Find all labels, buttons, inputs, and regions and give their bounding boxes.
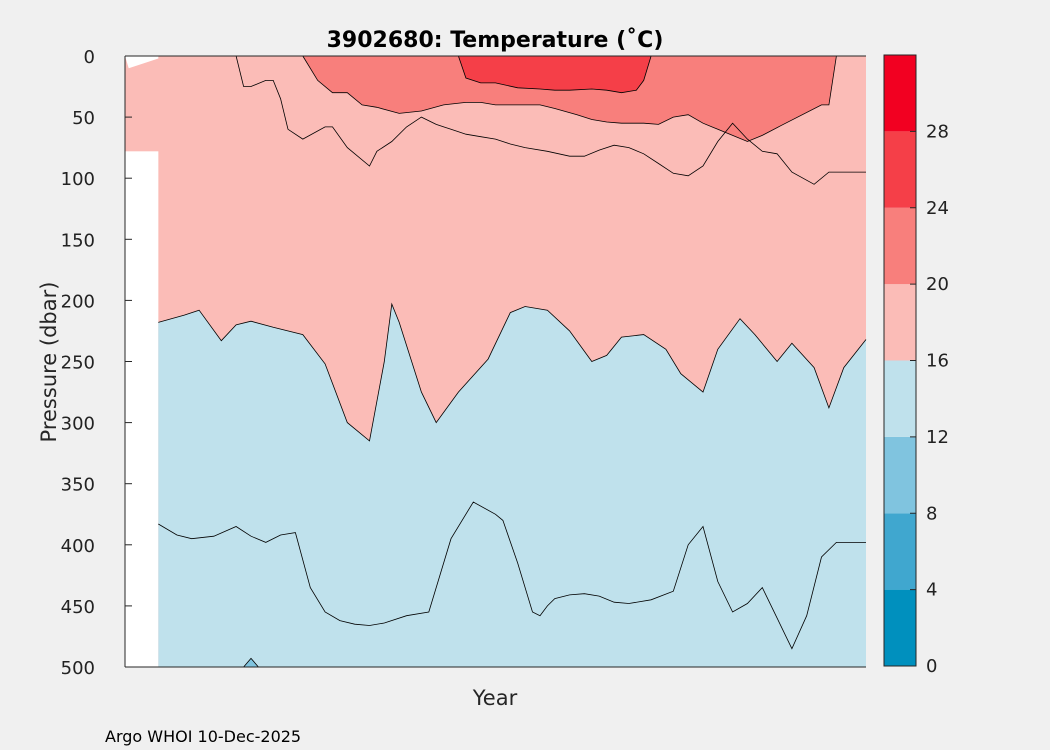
- y-axis-ticks: 0 50 100 150 200 250 300 350 400 450 500: [61, 47, 132, 679]
- y-tick-label: 500: [61, 658, 95, 679]
- colorbar-tick-label: 4: [926, 580, 937, 601]
- y-tick-label: 400: [61, 536, 95, 557]
- band-20-24: [302, 56, 837, 142]
- y-tick-label: 250: [61, 353, 95, 374]
- colorbar-level: [884, 436, 916, 514]
- colorbar-tick-label: 8: [926, 503, 937, 524]
- y-tick-label: 300: [61, 414, 95, 435]
- colorbar-level: [884, 360, 916, 437]
- isotherm-16: [158, 302, 867, 442]
- y-axis-label: Pressure (dbar): [37, 282, 61, 443]
- y-tick-label: 100: [61, 169, 95, 190]
- colorbar-level: [884, 207, 916, 285]
- colorbar-level: [884, 55, 916, 132]
- y-tick-label: 200: [61, 291, 95, 312]
- colorbar-tick-label: 12: [926, 427, 949, 448]
- no-data-top: [125, 56, 159, 69]
- colorbar-level: [884, 513, 916, 590]
- isotherm-bottom-feature: [243, 657, 259, 668]
- y-tick-label: 150: [61, 230, 95, 251]
- isotherm-12: [158, 501, 866, 650]
- no-data-region: [125, 151, 159, 668]
- band-12-16: [158, 304, 867, 667]
- colorbar-level: [884, 589, 916, 666]
- colorbar-tick-label: 16: [926, 351, 949, 372]
- band-24-28: [458, 56, 652, 93]
- plot-area: [124, 55, 867, 668]
- x-axis-label: Year: [472, 686, 518, 710]
- chart-title: 3902680: Temperature (˚C): [327, 28, 664, 53]
- y-tick-label: 450: [61, 597, 95, 618]
- isotherm-28: [458, 55, 652, 94]
- isotherm-24: [302, 55, 837, 142]
- y-tick-label: 50: [72, 108, 95, 129]
- y-tick-label: 0: [84, 47, 95, 68]
- colorbar-tick-label: 28: [926, 121, 949, 142]
- isotherm-20: [235, 55, 866, 185]
- colorbar: 0 4 8 12 16 20 24 28: [883, 54, 949, 677]
- colorbar-tick-label: 0: [926, 656, 937, 677]
- colorbar-tick-label: 24: [926, 198, 949, 219]
- footer-credit: Argo WHOI 10-Dec-2025: [105, 727, 301, 746]
- colorbar-level: [884, 284, 916, 361]
- y-tick-label: 350: [61, 475, 95, 496]
- colorbar-level: [884, 131, 916, 208]
- colorbar-tick-label: 20: [926, 274, 949, 295]
